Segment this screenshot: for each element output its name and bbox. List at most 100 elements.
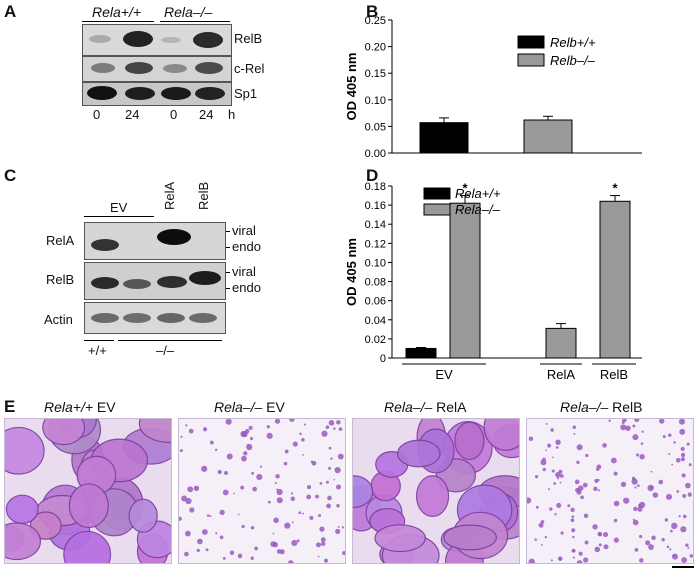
cell	[219, 509, 225, 516]
time-label-3: 24	[199, 107, 214, 122]
b-legend-label-1: Relb–/–	[550, 53, 596, 68]
b-ytick-label: 0.00	[365, 148, 386, 160]
panel-e-label: E	[4, 397, 16, 416]
cell	[284, 449, 289, 454]
cell	[545, 422, 548, 425]
d-bar-1-2	[599, 200, 631, 359]
cell	[593, 486, 598, 491]
cell	[572, 535, 575, 539]
time-label-0: 0	[93, 107, 101, 122]
cell	[680, 526, 687, 533]
cell	[613, 500, 620, 507]
cell	[688, 463, 692, 467]
cell	[206, 514, 210, 517]
cell	[669, 548, 672, 551]
cell	[188, 428, 194, 434]
cell	[634, 486, 637, 489]
cell	[570, 518, 575, 523]
cell	[226, 453, 233, 460]
b-ytick-label: 0.25	[365, 15, 386, 27]
cell	[676, 490, 680, 493]
cell	[671, 522, 678, 530]
cell	[578, 551, 583, 556]
cell	[686, 442, 690, 446]
colony	[42, 419, 86, 446]
cell-bg	[527, 419, 693, 563]
cell	[527, 497, 532, 504]
blot-c-actin	[84, 302, 226, 334]
d-y-axis-label: OD 405 nm	[344, 238, 359, 306]
cell	[284, 522, 291, 529]
cell	[275, 474, 280, 479]
d-category-label-1: RelA	[547, 367, 576, 382]
cell	[320, 537, 326, 543]
mark-rela-endo: endo	[232, 239, 261, 254]
d-annotation-0: *	[462, 181, 468, 196]
cell	[625, 425, 631, 431]
cell	[274, 482, 277, 485]
cell	[219, 535, 224, 540]
caption-e3-construct: RelA	[432, 399, 467, 415]
cell	[670, 529, 673, 533]
colony	[454, 421, 485, 461]
cell	[326, 503, 331, 509]
cell	[327, 495, 332, 501]
b-ytick-label: 0.05	[365, 121, 386, 133]
colony	[483, 419, 519, 451]
cell	[299, 432, 302, 436]
cell	[534, 475, 539, 479]
cell	[552, 456, 554, 459]
cell	[582, 482, 588, 488]
cell	[661, 537, 665, 542]
cell	[632, 519, 639, 526]
cell	[580, 495, 584, 500]
colony	[353, 475, 374, 508]
cell	[256, 473, 263, 481]
d-bar-0-0	[405, 347, 437, 359]
panel-c-label: C	[4, 166, 17, 185]
cell	[318, 514, 322, 518]
cell	[252, 486, 257, 492]
mark-dash-3	[226, 272, 230, 273]
cell	[664, 518, 669, 522]
cell	[682, 514, 687, 519]
cell	[603, 544, 609, 550]
cell	[639, 558, 644, 563]
cell	[636, 453, 640, 457]
cell	[187, 486, 194, 493]
cell	[652, 493, 655, 496]
cell	[337, 525, 340, 528]
colony	[396, 439, 441, 468]
caption-e1-genotype: Rela+/+	[44, 399, 94, 415]
cell	[597, 489, 600, 492]
row-label-actin: Actin	[44, 312, 73, 327]
cell	[301, 438, 305, 442]
colony	[68, 483, 109, 529]
cell	[633, 506, 638, 512]
cell	[550, 559, 553, 562]
cell	[602, 443, 607, 448]
cell	[328, 446, 332, 450]
panel-b-label: B	[366, 2, 379, 21]
cell	[201, 529, 208, 535]
genotype-wt: +/+	[88, 343, 107, 358]
panel-a-label: A	[4, 2, 17, 21]
d-annotation-2: *	[612, 181, 618, 196]
colony	[443, 524, 497, 551]
cell	[685, 482, 691, 489]
cell	[571, 515, 575, 518]
cell	[306, 494, 312, 500]
cell	[535, 505, 539, 509]
cell	[201, 465, 208, 472]
b-ytick-label: 0.20	[365, 42, 386, 54]
cell	[571, 528, 576, 533]
row-label-relb: RelB	[46, 272, 75, 287]
cell	[538, 522, 544, 528]
cell	[678, 515, 681, 518]
cell	[567, 504, 571, 508]
cell	[237, 513, 240, 516]
lane-group-ev-line	[84, 216, 154, 217]
cell	[554, 513, 557, 516]
cell	[648, 544, 654, 550]
cell	[645, 540, 651, 546]
